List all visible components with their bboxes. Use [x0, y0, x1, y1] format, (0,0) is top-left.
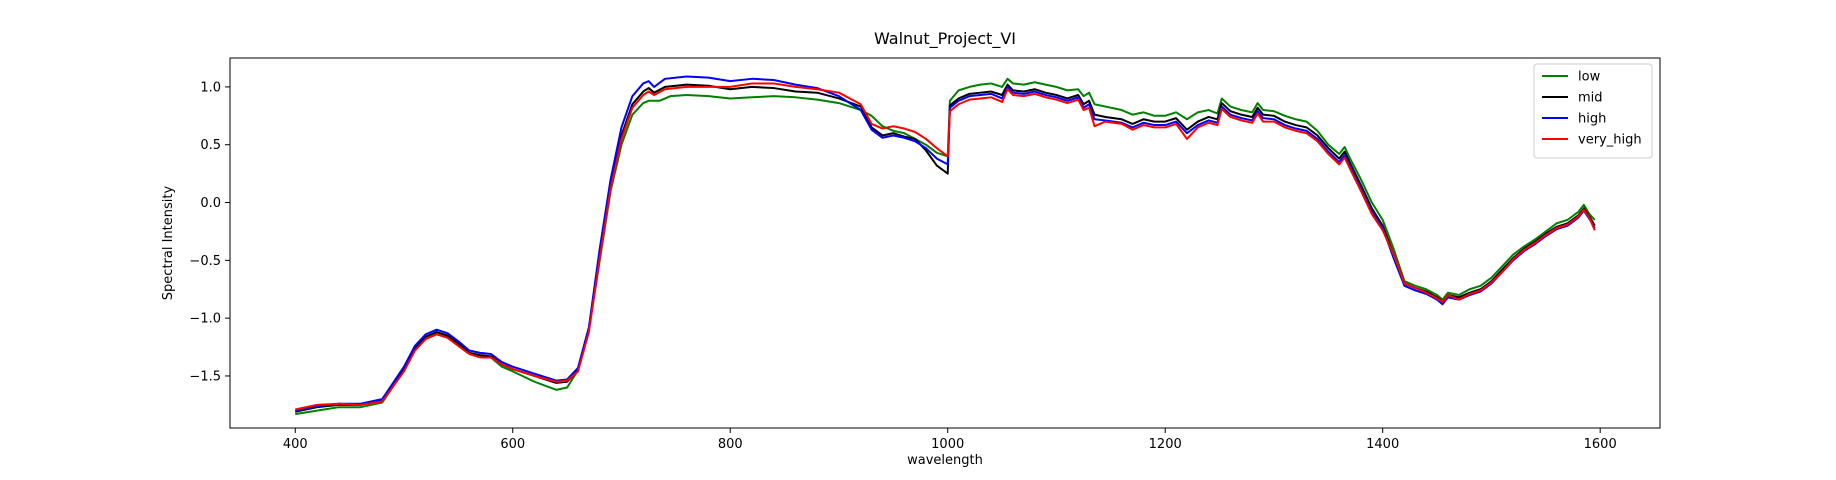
y-tick-label: −1.0 [189, 312, 221, 327]
x-tick-label: 600 [500, 437, 525, 452]
y-axis-label: Spectral Intensity [161, 186, 176, 301]
plot-area: 400 600 800 1000 1200 1400 1600 −1.5 −1.0 −0.5 0.0… [189, 57, 1661, 452]
legend: low mid high very_high [1533, 63, 1653, 159]
series-line-mid [295, 83, 1596, 413]
legend-label-high: high [1578, 112, 1606, 127]
x-tick-label: 1400 [1366, 437, 1399, 452]
legend-label-very_high: very_high [1578, 133, 1642, 148]
y-tick-label: −0.5 [189, 254, 221, 269]
y-tick-label: 0.0 [200, 196, 221, 211]
legend-label-mid: mid [1578, 91, 1603, 106]
x-tick-label: 1600 [1584, 437, 1617, 452]
y-tick-label: −1.5 [189, 369, 221, 384]
x-tick-label: 1000 [931, 437, 964, 452]
y-tick-label: 1.0 [200, 80, 221, 95]
legend-box [1533, 63, 1653, 159]
y-tick-label: 0.5 [200, 138, 221, 153]
x-tick-label: 400 [283, 437, 308, 452]
x-axis-label: wavelength [907, 453, 983, 468]
series-line-low [295, 77, 1596, 416]
series-line-very_high [295, 82, 1596, 411]
x-tick-label: 800 [718, 437, 743, 452]
legend-label-low: low [1578, 70, 1601, 85]
series-line-high [295, 75, 1596, 412]
x-tick-label: 1200 [1149, 437, 1182, 452]
plot-frame [229, 57, 1661, 429]
chart-title: Walnut_Project_VI [874, 29, 1016, 49]
